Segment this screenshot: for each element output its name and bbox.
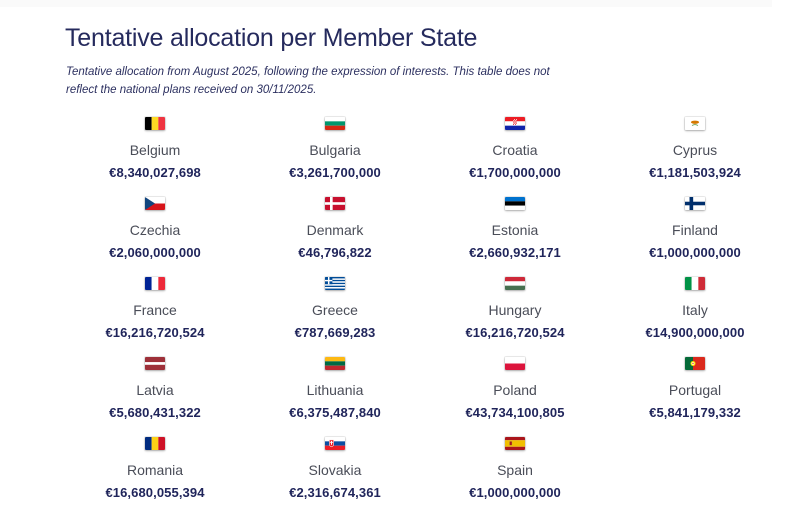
- greece-flag-icon: [325, 276, 345, 290]
- member-card-france: France €16,216,720,524: [65, 276, 245, 340]
- member-name: Romania: [126, 461, 184, 478]
- member-card-portugal: Portugal €5,841,179,332: [605, 356, 785, 420]
- member-name: Bulgaria: [309, 141, 361, 158]
- denmark-flag-icon: [325, 196, 345, 210]
- estonia-flag-icon: [505, 196, 525, 210]
- page-title: Tentative allocation per Member State: [65, 24, 478, 52]
- member-allocation-grid: Belgium €8,340,027,698 Bulgaria €3,261,700,…: [65, 116, 785, 500]
- member-allocation-amount: €46,796,822: [298, 244, 372, 260]
- member-name: Hungary: [488, 301, 542, 318]
- portugal-flag-icon: [685, 356, 705, 370]
- member-card-spain: Spain €1,000,000,000: [425, 436, 605, 500]
- member-allocation-amount: €1,000,000,000: [469, 484, 561, 500]
- member-card-denmark: Denmark €46,796,822: [245, 196, 425, 260]
- member-allocation-amount: €16,216,720,524: [465, 324, 565, 340]
- member-allocation-amount: €787,669,283: [294, 324, 376, 340]
- member-allocation-amount: €1,181,503,924: [649, 164, 741, 180]
- cyprus-flag-icon: [685, 116, 705, 130]
- member-card-greece: Greece €787,669,283: [245, 276, 425, 340]
- member-allocation-amount: €5,841,179,332: [649, 404, 741, 420]
- member-name: Finland: [672, 221, 718, 238]
- member-allocation-amount: €16,216,720,524: [105, 324, 205, 340]
- member-name: Lithuania: [306, 381, 364, 398]
- member-allocation-amount: €1,000,000,000: [649, 244, 741, 260]
- member-card-italy: Italy €14,900,000,000: [605, 276, 785, 340]
- hungary-flag-icon: [505, 276, 525, 290]
- member-card-finland: Finland €1,000,000,000: [605, 196, 785, 260]
- member-allocation-amount: €2,316,674,361: [289, 484, 381, 500]
- member-card-hungary: Hungary €16,216,720,524: [425, 276, 605, 340]
- member-card-romania: Romania €16,680,055,394: [65, 436, 245, 500]
- member-allocation-amount: €1,700,000,000: [469, 164, 561, 180]
- member-allocation-amount: €2,060,000,000: [109, 244, 201, 260]
- member-card-latvia: Latvia €5,680,431,322: [65, 356, 245, 420]
- member-name: Cyprus: [672, 141, 718, 158]
- belgium-flag-icon: [145, 116, 165, 130]
- member-name: Poland: [493, 381, 537, 398]
- bulgaria-flag-icon: [325, 116, 345, 130]
- member-name: Slovakia: [308, 461, 362, 478]
- member-name: Spain: [497, 461, 533, 478]
- member-card-belgium: Belgium €8,340,027,698: [65, 116, 245, 180]
- member-card-cyprus: Cyprus €1,181,503,924: [605, 116, 785, 180]
- member-name: Greece: [312, 301, 358, 318]
- romania-flag-icon: [145, 436, 165, 450]
- allocation-page: Tentative allocation per Member State Te…: [65, 24, 785, 500]
- france-flag-icon: [145, 276, 165, 290]
- spain-flag-icon: [505, 436, 525, 450]
- member-card-poland: Poland €43,734,100,805: [425, 356, 605, 420]
- page-subtitle: Tentative allocation from August 2025, f…: [66, 66, 550, 97]
- finland-flag-icon: [685, 196, 705, 210]
- member-name: Croatia: [492, 141, 538, 158]
- member-card-croatia: Croatia €1,700,000,000: [425, 116, 605, 180]
- member-allocation-amount: €3,261,700,000: [289, 164, 381, 180]
- member-card-slovakia: Slovakia €2,316,674,361: [245, 436, 425, 500]
- page-top-strip: [0, 0, 772, 7]
- croatia-flag-icon: [505, 116, 525, 130]
- czechia-flag-icon: [145, 196, 165, 210]
- italy-flag-icon: [685, 276, 705, 290]
- latvia-flag-icon: [145, 356, 165, 370]
- member-allocation-amount: €5,680,431,322: [109, 404, 201, 420]
- member-allocation-amount: €6,375,487,840: [289, 404, 381, 420]
- member-name: Portugal: [668, 381, 722, 398]
- member-card-bulgaria: Bulgaria €3,261,700,000: [245, 116, 425, 180]
- slovakia-flag-icon: [325, 436, 345, 450]
- member-allocation-amount: €2,660,932,171: [469, 244, 561, 260]
- member-name: France: [133, 301, 177, 318]
- member-name: Belgium: [129, 141, 181, 158]
- member-name: Italy: [682, 301, 708, 318]
- member-name: Latvia: [136, 381, 174, 398]
- member-allocation-amount: €8,340,027,698: [109, 164, 201, 180]
- member-name: Denmark: [306, 221, 364, 238]
- member-allocation-amount: €14,900,000,000: [645, 324, 745, 340]
- member-card-lithuania: Lithuania €6,375,487,840: [245, 356, 425, 420]
- lithuania-flag-icon: [325, 356, 345, 370]
- member-name: Estonia: [491, 221, 539, 238]
- member-name: Czechia: [129, 221, 181, 238]
- member-card-estonia: Estonia €2,660,932,171: [425, 196, 605, 260]
- member-allocation-amount: €43,734,100,805: [465, 404, 565, 420]
- poland-flag-icon: [505, 356, 525, 370]
- member-allocation-amount: €16,680,055,394: [105, 484, 205, 500]
- member-card-czechia: Czechia €2,060,000,000: [65, 196, 245, 260]
